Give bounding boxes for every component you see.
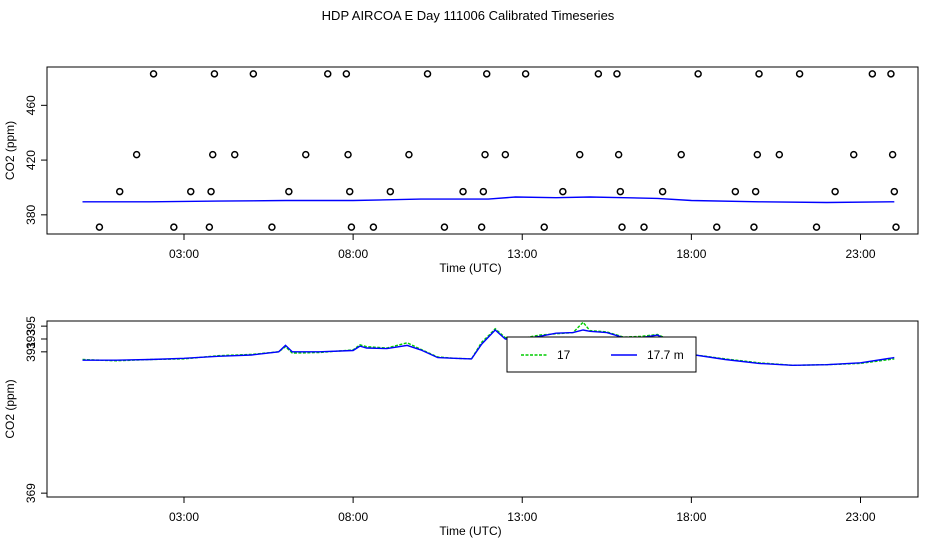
data-point bbox=[618, 223, 626, 231]
data-point bbox=[559, 187, 567, 196]
data-point bbox=[95, 223, 104, 231]
data-point bbox=[170, 223, 178, 231]
data-point bbox=[658, 187, 667, 196]
data-point bbox=[423, 70, 432, 78]
data-point bbox=[812, 223, 821, 231]
data-point bbox=[712, 223, 721, 231]
y-tick-label: 420 bbox=[24, 150, 38, 170]
x-tick-label: 08:00 bbox=[338, 247, 368, 261]
data-point bbox=[868, 70, 877, 78]
chart-title: HDP AIRCOA E Day 111006 Calibrated Times… bbox=[321, 8, 615, 23]
data-point bbox=[369, 223, 378, 231]
data-point bbox=[342, 70, 351, 78]
data-point bbox=[440, 223, 449, 231]
series-line-17 bbox=[82, 321, 895, 367]
x-tick-label: 08:00 bbox=[338, 510, 368, 524]
data-point bbox=[775, 150, 784, 159]
data-point bbox=[459, 187, 467, 196]
data-point bbox=[210, 70, 219, 78]
data-point bbox=[482, 70, 491, 78]
data-point bbox=[149, 70, 158, 78]
data-point bbox=[892, 223, 900, 231]
data-point bbox=[616, 187, 625, 196]
data-point bbox=[501, 150, 510, 159]
data-point bbox=[207, 187, 215, 196]
data-point bbox=[479, 187, 488, 196]
data-point bbox=[831, 187, 839, 196]
data-point bbox=[208, 150, 217, 159]
plot-area bbox=[82, 321, 895, 367]
x-tick-label: 03:00 bbox=[169, 510, 199, 524]
data-point bbox=[795, 70, 804, 78]
x-tick-label: 18:00 bbox=[676, 510, 706, 524]
data-point bbox=[386, 187, 395, 196]
x-tick-label: 03:00 bbox=[169, 247, 199, 261]
data-point bbox=[477, 223, 486, 231]
data-point bbox=[755, 70, 763, 78]
data-point bbox=[285, 187, 293, 196]
data-point bbox=[323, 70, 332, 78]
legend-label: 17.7 m bbox=[647, 348, 684, 362]
data-point bbox=[347, 223, 356, 231]
legend: 17 17.7 m bbox=[506, 336, 697, 373]
y-tick-label: 369 bbox=[24, 483, 38, 503]
y-tick-label: 393 bbox=[24, 329, 38, 349]
data-point bbox=[694, 70, 702, 78]
legend-box bbox=[506, 336, 697, 373]
x-axis-title: Time (UTC) bbox=[439, 261, 501, 275]
y-axis-title: CO2 (ppm) bbox=[3, 121, 17, 180]
data-point bbox=[481, 150, 489, 159]
data-point bbox=[751, 187, 760, 196]
data-point bbox=[302, 150, 310, 159]
y-tick-label: 395 bbox=[24, 316, 38, 336]
data-point bbox=[750, 223, 758, 231]
y-tick-label: 380 bbox=[24, 205, 38, 225]
x-tick-label: 13:00 bbox=[507, 510, 537, 524]
data-point bbox=[230, 150, 239, 159]
x-tick-label: 23:00 bbox=[845, 510, 875, 524]
data-point bbox=[731, 187, 740, 196]
panel-1: 03:00 08:00 13:00 18:00 23:00 Time (UTC) 380 42… bbox=[3, 66, 919, 275]
data-point bbox=[205, 223, 214, 231]
data-point bbox=[187, 187, 195, 196]
data-point bbox=[614, 150, 623, 159]
data-point bbox=[405, 150, 413, 159]
data-point bbox=[888, 150, 897, 159]
data-point bbox=[594, 70, 603, 78]
data-point bbox=[249, 70, 258, 78]
y-axis-title: CO2 (ppm) bbox=[3, 379, 17, 438]
data-point bbox=[575, 150, 584, 159]
x-tick-label: 18:00 bbox=[676, 247, 706, 261]
data-point bbox=[344, 150, 352, 159]
data-point bbox=[345, 187, 354, 196]
data-point bbox=[521, 70, 530, 78]
data-point bbox=[115, 187, 124, 196]
data-point bbox=[132, 150, 141, 159]
data-point bbox=[540, 223, 548, 231]
data-point bbox=[640, 223, 648, 231]
plot-frame bbox=[46, 66, 919, 235]
data-point bbox=[613, 70, 621, 78]
plot-frame bbox=[46, 320, 919, 498]
x-axis-title: Time (UTC) bbox=[439, 524, 501, 538]
x-tick-label: 13:00 bbox=[507, 247, 537, 261]
data-point bbox=[268, 223, 276, 231]
data-point bbox=[849, 150, 858, 159]
x-tick-label: 23:00 bbox=[845, 247, 875, 261]
data-point bbox=[753, 150, 762, 159]
y-tick-label: 391 bbox=[24, 342, 38, 362]
plot-area bbox=[82, 70, 900, 231]
data-point bbox=[890, 187, 899, 196]
legend-label: 17 bbox=[557, 348, 571, 362]
data-point bbox=[887, 70, 895, 78]
y-tick-label: 460 bbox=[24, 95, 38, 115]
data-point bbox=[677, 150, 685, 159]
series-line-17.7-m bbox=[82, 196, 895, 204]
panel-2: 03:00 08:00 13:00 18:00 23:00 Time (UTC) 369 39… bbox=[3, 316, 919, 538]
